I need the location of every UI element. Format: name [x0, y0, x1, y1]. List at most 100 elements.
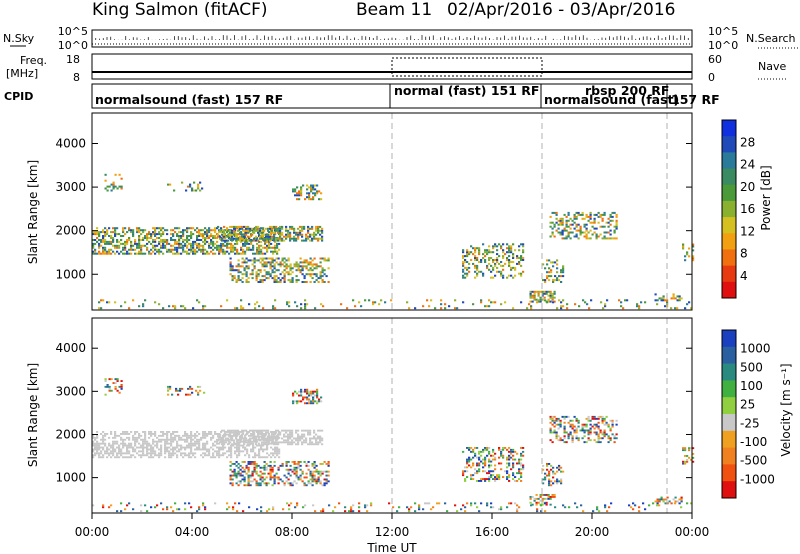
data-cell [295, 279, 298, 282]
data-cell [262, 246, 265, 249]
data-cell [316, 394, 319, 397]
data-cell [444, 502, 447, 505]
freq-tick-bottom: 8 [73, 71, 80, 84]
data-cell [542, 468, 545, 471]
data-cell [134, 450, 137, 453]
data-cell [398, 506, 401, 509]
colorbar-segment [722, 281, 736, 299]
data-cell [563, 437, 566, 440]
data-cell [557, 423, 560, 426]
data-cell [474, 255, 477, 258]
data-cell [311, 437, 314, 440]
data-cell [287, 441, 290, 444]
data-cell [289, 431, 292, 434]
data-cell [257, 273, 260, 276]
data-cell [565, 431, 568, 434]
data-cell [285, 225, 288, 228]
data-cell [256, 242, 259, 245]
data-cell [311, 225, 314, 228]
data-cell [630, 506, 633, 509]
data-cell [96, 436, 99, 439]
data-cell [554, 506, 557, 509]
data-cell [474, 276, 477, 279]
data-cell [656, 504, 659, 507]
data-cell [170, 436, 173, 439]
data-cell [247, 235, 250, 238]
data-cell [239, 237, 242, 240]
data-cell [548, 474, 551, 477]
data-cell [164, 456, 167, 459]
data-cell [241, 466, 244, 469]
data-cell [522, 464, 525, 467]
data-cell [154, 434, 157, 437]
data-cell [260, 448, 263, 451]
data-cell [601, 433, 604, 436]
data-cell [255, 275, 258, 278]
data-cell [287, 257, 290, 260]
data-cell [212, 229, 215, 232]
data-cell [170, 250, 173, 253]
data-cell [535, 290, 538, 293]
data-cell [248, 237, 251, 239]
data-cell [283, 265, 286, 268]
data-cell [549, 290, 552, 293]
data-cell [472, 247, 475, 250]
data-cell [148, 433, 151, 435]
data-cell [166, 446, 169, 449]
data-cell [226, 508, 229, 511]
data-cell [660, 297, 663, 300]
data-cell [303, 429, 306, 432]
data-cell [544, 472, 547, 475]
data-cell [263, 478, 266, 481]
data-cell [146, 448, 149, 451]
data-cell [307, 429, 310, 432]
data-cell [567, 415, 570, 418]
data-cell [313, 267, 316, 270]
data-cell [573, 429, 576, 432]
data-cell [198, 231, 201, 234]
data-cell [304, 396, 307, 399]
data-cell [189, 393, 192, 396]
data-cell [116, 380, 119, 382]
data-cell [160, 246, 163, 249]
data-cell [234, 252, 237, 255]
data-cell [256, 250, 259, 253]
data-cell [96, 237, 99, 239]
data-cell [182, 229, 185, 232]
data-cell [488, 480, 491, 482]
data-cell [577, 425, 580, 428]
data-cell [549, 415, 552, 418]
data-cell [247, 468, 250, 471]
data-cell [312, 188, 315, 191]
data-cell [293, 466, 296, 469]
data-cell [244, 244, 247, 247]
data-cell [320, 396, 323, 399]
data-cell [575, 223, 578, 226]
data-cell [358, 506, 361, 509]
data-cell [565, 415, 568, 418]
data-cell [320, 510, 323, 513]
data-cell [321, 470, 324, 473]
data-cell [230, 444, 233, 447]
data-cell [551, 227, 554, 230]
data-cell [239, 279, 242, 282]
data-cell [190, 242, 193, 245]
data-cell [279, 231, 282, 234]
data-cell [232, 244, 235, 247]
data-cell [241, 235, 244, 238]
data-cell [104, 250, 107, 253]
data-cell [108, 389, 111, 392]
data-cell [138, 436, 141, 439]
data-cell [297, 429, 300, 432]
data-cell [102, 250, 105, 253]
data-cell [160, 444, 163, 447]
data-cell [212, 454, 215, 457]
data-cell [508, 251, 511, 254]
data-cell [506, 462, 509, 465]
data-cell [510, 251, 513, 254]
data-cell [223, 239, 226, 242]
data-cell [593, 221, 596, 224]
data-cell [122, 235, 125, 237]
data-cell [544, 281, 547, 283]
